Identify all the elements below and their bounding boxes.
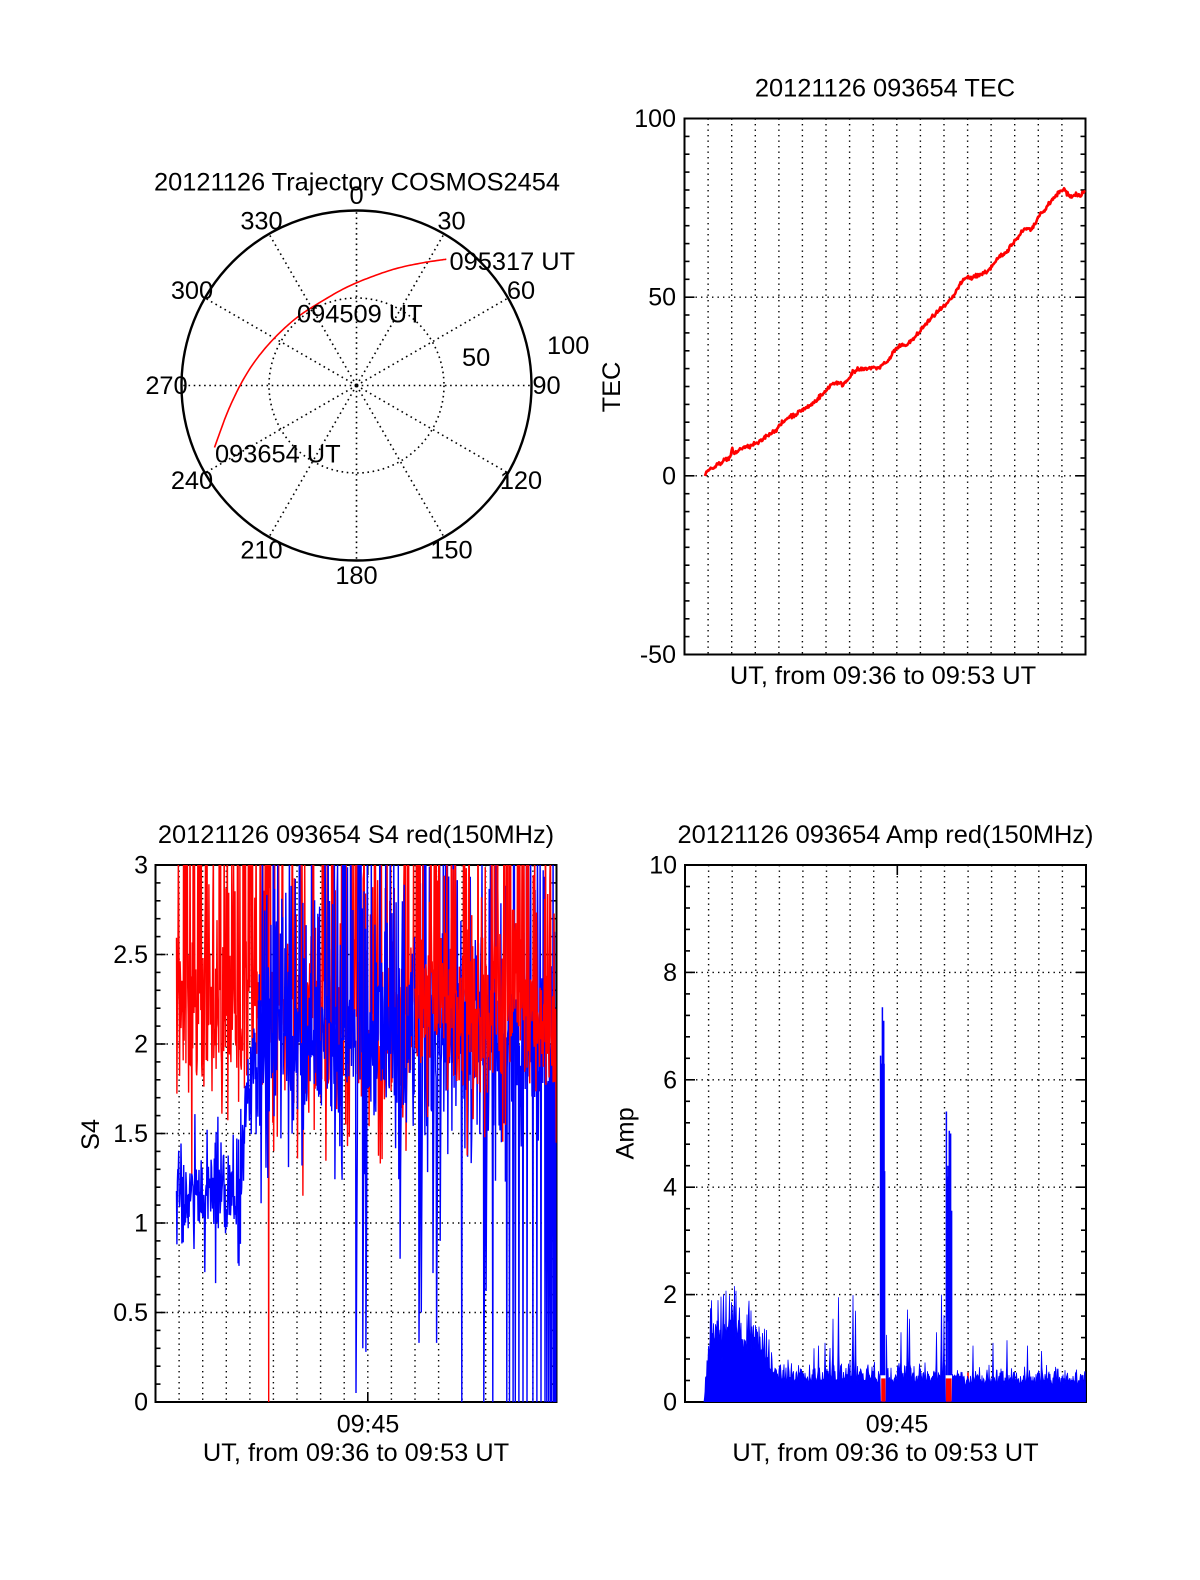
- svg-text:-50: -50: [640, 641, 676, 669]
- svg-text:0: 0: [134, 1389, 148, 1417]
- svg-text:0: 0: [663, 1389, 677, 1417]
- svg-text:60: 60: [507, 277, 535, 305]
- svg-text:210: 210: [240, 537, 282, 565]
- svg-text:30: 30: [437, 208, 465, 236]
- svg-text:S4: S4: [77, 1119, 105, 1150]
- svg-text:50: 50: [462, 344, 490, 372]
- svg-text:2: 2: [663, 1281, 677, 1309]
- svg-text:3: 3: [134, 852, 148, 880]
- svg-text:330: 330: [240, 208, 282, 236]
- svg-text:180: 180: [335, 562, 377, 590]
- svg-text:20121126 093654 Amp red(150MHz: 20121126 093654 Amp red(150MHz): [678, 821, 1094, 849]
- svg-text:6: 6: [663, 1066, 677, 1094]
- svg-text:095317 UT: 095317 UT: [450, 248, 576, 276]
- svg-text:120: 120: [500, 467, 542, 495]
- svg-text:20121126 093654 TEC: 20121126 093654 TEC: [755, 75, 1015, 103]
- svg-text:100: 100: [547, 332, 589, 360]
- svg-text:UT, from 09:36 to 09:53 UT: UT, from 09:36 to 09:53 UT: [732, 1439, 1038, 1467]
- svg-text:0: 0: [349, 182, 363, 210]
- svg-text:0: 0: [662, 462, 676, 490]
- svg-text:150: 150: [430, 537, 472, 565]
- svg-text:TEC: TEC: [598, 362, 626, 413]
- svg-text:10: 10: [649, 852, 677, 880]
- svg-text:09:45: 09:45: [866, 1411, 929, 1439]
- svg-text:20121126 Trajectory COSMOS2454: 20121126 Trajectory COSMOS2454: [154, 169, 560, 197]
- svg-text:2.5: 2.5: [113, 941, 148, 969]
- svg-text:093654 UT: 093654 UT: [215, 441, 341, 469]
- svg-text:0.5: 0.5: [113, 1299, 148, 1327]
- svg-text:300: 300: [171, 277, 213, 305]
- svg-text:50: 50: [648, 284, 676, 312]
- svg-text:8: 8: [663, 959, 677, 987]
- svg-text:270: 270: [145, 372, 187, 400]
- svg-text:4: 4: [663, 1174, 677, 1202]
- svg-text:UT, from 09:36 to 09:53 UT: UT, from 09:36 to 09:53 UT: [730, 662, 1036, 690]
- svg-text:90: 90: [532, 372, 560, 400]
- svg-text:Amp: Amp: [612, 1107, 640, 1159]
- svg-text:100: 100: [634, 105, 676, 133]
- svg-text:094509 UT: 094509 UT: [297, 301, 423, 329]
- svg-text:2: 2: [134, 1031, 148, 1059]
- svg-text:240: 240: [171, 467, 213, 495]
- svg-text:09:45: 09:45: [337, 1411, 400, 1439]
- svg-text:1: 1: [134, 1210, 148, 1238]
- svg-text:1.5: 1.5: [113, 1120, 148, 1148]
- svg-text:20121126 093654 S4 red(150MHz): 20121126 093654 S4 red(150MHz): [158, 821, 554, 849]
- svg-text:UT, from 09:36 to 09:53 UT: UT, from 09:36 to 09:53 UT: [203, 1439, 509, 1467]
